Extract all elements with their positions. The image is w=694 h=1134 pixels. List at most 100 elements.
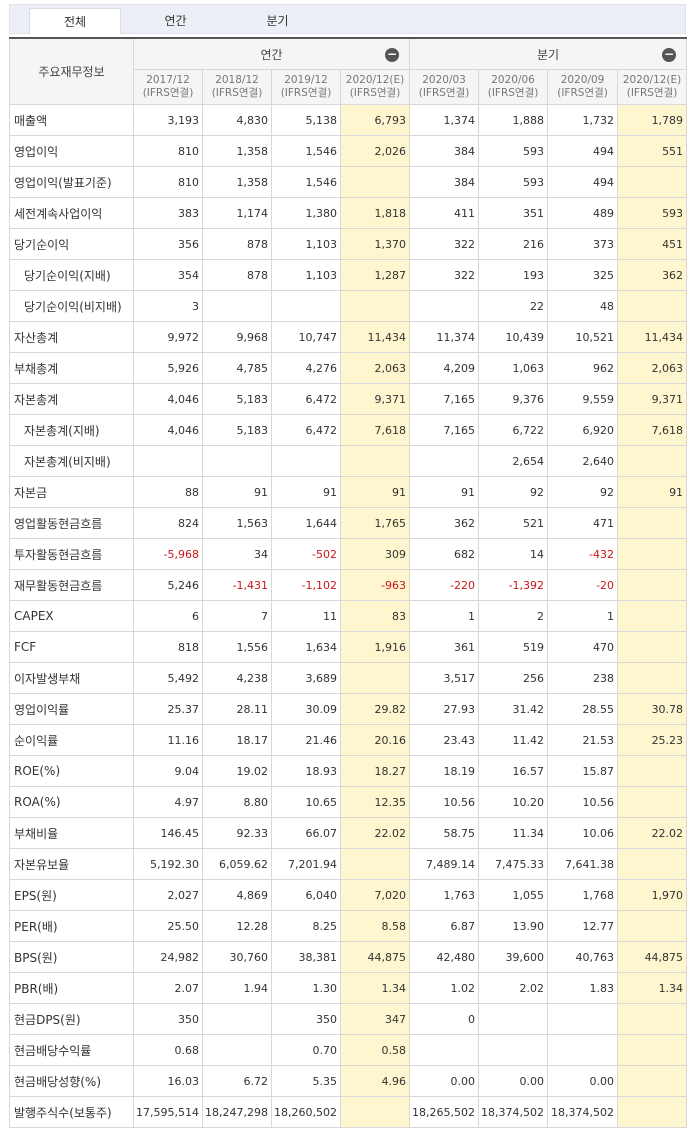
column-header: 2020/06 (IFRS연결) — [478, 69, 549, 105]
table-cell: 362 — [409, 507, 480, 539]
collapse-quarter-icon[interactable]: − — [662, 47, 677, 62]
table-row: ROA(%) 4.97 8.80 10.65 12.35 10.56 10.20 10.56 — [9, 786, 688, 818]
quarter-group-header: 분기 − — [409, 37, 688, 70]
table-row: 매출액 3,193 4,830 5,138 6,793 1,374 1,888 1,732 1,… — [9, 104, 688, 136]
table-cell: 1,546 — [271, 135, 341, 167]
table-cell: 7,165 — [409, 414, 480, 446]
table-row: 당기순이익(비지배) 3 22 48 — [9, 290, 688, 322]
table-cell: 682 — [409, 538, 480, 570]
table-cell: 1 — [409, 600, 480, 632]
column-header: 2018/12 (IFRS연결) — [202, 69, 272, 105]
table-cell: 25.23 — [617, 724, 688, 756]
table-cell: 44,875 — [617, 941, 688, 973]
table-cell: 91 — [339, 476, 411, 508]
table-cell: 0.68 — [133, 1034, 203, 1066]
tab-annual[interactable]: 연간 — [164, 14, 187, 28]
table-cell: 4,209 — [409, 352, 480, 384]
table-cell: 31.42 — [478, 693, 549, 725]
table-cell: 322 — [409, 228, 480, 260]
table-cell: 7,489.14 — [409, 848, 480, 880]
table-cell: 6,472 — [271, 414, 341, 446]
table-cell: 4,046 — [133, 414, 203, 446]
table-cell: 7,618 — [617, 414, 688, 446]
table-row: PER(배) 25.50 12.28 8.25 8.58 6.87 13.90 12.77 — [9, 910, 688, 942]
table-row: 자본총계(지배) 4,046 5,183 6,472 7,618 7,165 6,722 6,… — [9, 414, 688, 446]
table-cell: 347 — [339, 1003, 411, 1035]
row-label: EPS(원) — [9, 879, 134, 911]
table-cell: 1,374 — [409, 104, 480, 136]
table-cell: 3,517 — [409, 662, 480, 694]
table-row: 부채총계 5,926 4,785 4,276 2,063 4,209 1,063 962 2,0… — [9, 352, 688, 384]
row-label: PER(배) — [9, 910, 134, 942]
column-basis: (IFRS연결) — [418, 87, 470, 99]
table-cell — [617, 569, 688, 601]
table-cell: 1,634 — [271, 631, 341, 663]
table-cell: 256 — [478, 662, 549, 694]
table-cell: 818 — [133, 631, 203, 663]
table-row: 자본총계 4,046 5,183 6,472 9,371 7,165 9,376 9,559 9… — [9, 383, 688, 415]
tab-quarter[interactable]: 분기 — [266, 14, 289, 28]
table-cell: 2 — [478, 600, 549, 632]
table-cell: 1,174 — [202, 197, 272, 229]
table-cell: 6,920 — [547, 414, 619, 446]
table-cell: 42,480 — [409, 941, 480, 973]
table-cell: 22.02 — [617, 817, 688, 849]
table-row: BPS(원) 24,982 30,760 38,381 44,875 42,480 39,6… — [9, 941, 688, 973]
table-cell — [617, 1065, 688, 1097]
column-header: 2017/12 (IFRS연결) — [133, 69, 203, 105]
table-cell — [202, 445, 272, 477]
table-cell: 1,732 — [547, 104, 619, 136]
table-cell: 551 — [617, 135, 688, 167]
table-cell: 18.17 — [202, 724, 272, 756]
row-label: PBR(배) — [9, 972, 134, 1004]
table-cell: 1,970 — [617, 879, 688, 911]
table-cell: 91 — [271, 476, 341, 508]
table-cell: 4,276 — [271, 352, 341, 384]
table-cell: 7,641.38 — [547, 848, 619, 880]
table-cell — [339, 445, 411, 477]
table-cell — [339, 848, 411, 880]
table-cell: 1,358 — [202, 135, 272, 167]
table-cell: 10,521 — [547, 321, 619, 353]
row-label: ROA(%) — [9, 786, 134, 818]
table-cell: 383 — [133, 197, 203, 229]
table-cell: -1,431 — [202, 569, 272, 601]
table-cell — [617, 755, 688, 787]
tab-all[interactable]: 전체 — [29, 8, 121, 34]
table-cell: 7,165 — [409, 383, 480, 415]
table-cell: 1,546 — [271, 166, 341, 198]
table-cell: 4.96 — [339, 1065, 411, 1097]
table-cell: 216 — [478, 228, 549, 260]
column-basis: (IFRS연결) — [142, 87, 194, 99]
table-row: 현금배당성향(%) 16.03 6.72 5.35 4.96 0.00 0.00 0.00 — [9, 1065, 688, 1097]
table-cell — [271, 290, 341, 322]
row-label: 당기순이익 — [9, 228, 134, 260]
table-cell: -220 — [409, 569, 480, 601]
table-row: 현금DPS(원) 350 350 347 0 — [9, 1003, 688, 1035]
row-label: 영업활동현금흐름 — [9, 507, 134, 539]
table-cell — [617, 538, 688, 570]
table-cell: 5,492 — [133, 662, 203, 694]
table-cell: 2,063 — [339, 352, 411, 384]
column-header: 2020/09 (IFRS연결) — [547, 69, 619, 105]
table-cell: -1,392 — [478, 569, 549, 601]
table-cell — [617, 1034, 688, 1066]
table-cell — [202, 290, 272, 322]
collapse-annual-icon[interactable]: − — [385, 47, 400, 62]
table-cell — [409, 290, 480, 322]
row-label: 현금배당수익률 — [9, 1034, 134, 1066]
table-cell: 21.46 — [271, 724, 341, 756]
table-cell: 66.07 — [271, 817, 341, 849]
table-cell: 11,434 — [617, 321, 688, 353]
table-cell — [478, 1003, 549, 1035]
table-cell: 593 — [478, 166, 549, 198]
table-cell: 6,472 — [271, 383, 341, 415]
table-cell: 92.33 — [202, 817, 272, 849]
table-cell: 593 — [617, 197, 688, 229]
row-label: 부채총계 — [9, 352, 134, 384]
table-row: 세전계속사업이익 383 1,174 1,380 1,818 411 351 489 593 — [9, 197, 688, 229]
table-cell: 6,040 — [271, 879, 341, 911]
table-cell: 384 — [409, 166, 480, 198]
table-cell: 83 — [339, 600, 411, 632]
table-cell: 28.11 — [202, 693, 272, 725]
